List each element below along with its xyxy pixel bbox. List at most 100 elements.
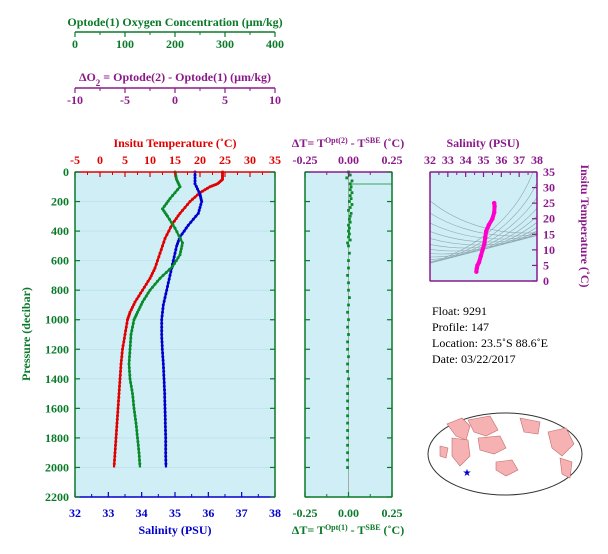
delta-t-bottom-axis: -0.25 0.00 0.25: [293, 492, 403, 520]
temperature-profile-point: [193, 195, 197, 199]
oxygen-profile-point: [166, 214, 169, 218]
ts-temperature-axis-tick-label: 0: [543, 274, 549, 288]
salinity-profile-point: [164, 462, 168, 466]
temperature-profile-point: [172, 219, 176, 223]
delta-t-point: [349, 185, 353, 189]
temperature-profile-point: [142, 285, 146, 289]
delta-o2-axis-tick-label: 5: [222, 93, 228, 107]
salinity-profile-point: [197, 190, 201, 194]
temperature-profile-point: [191, 197, 194, 201]
delta-t-point: [346, 429, 349, 432]
temperature-profile-point: [146, 279, 150, 283]
oxygen-profile-point: [181, 241, 184, 245]
delta-t-top-axis-tick-label: 0.25: [382, 153, 403, 167]
salinity-profile-point: [161, 362, 165, 366]
temperature-axis-tick-label: 10: [144, 153, 156, 167]
salinity-profile-point: [174, 248, 178, 252]
delta-t-point: [347, 333, 350, 336]
salinity-profile-point: [194, 214, 198, 218]
ts-temperature-axis-tick-label: 25: [543, 196, 555, 210]
salinity-profile-point: [162, 377, 166, 381]
pressure-axis-tick-label: 1400: [45, 372, 69, 386]
ts-point: [483, 235, 488, 240]
temperature-axis-tick-label: 25: [219, 153, 231, 167]
pressure-axis-tick-label: 0: [63, 165, 69, 179]
delta-t-point: [348, 188, 352, 192]
temperature-profile-point: [116, 406, 120, 410]
delta-t-point: [346, 443, 349, 447]
oxygen-profile-point: [134, 417, 137, 421]
map-land: [559, 457, 573, 479]
temperature-profile-point: [139, 291, 143, 295]
temperature-profile-point: [137, 294, 141, 298]
oxygen-profile-point: [158, 276, 162, 280]
salinity-profile-point: [164, 458, 168, 462]
delta-t-point: [347, 303, 350, 307]
pressure-axis-tick-label: 2200: [45, 490, 69, 504]
salinity-axis-tick-label: 34: [136, 506, 148, 520]
pressure-axis-title: Pressure (decibar): [19, 287, 33, 381]
salinity-profile-point: [193, 179, 197, 183]
ts-temperature-axis-tick-label: 30: [543, 181, 555, 195]
delta-t-point: [348, 194, 352, 197]
oxygen-profile-point: [171, 265, 174, 268]
salinity-profile-point: [168, 273, 172, 277]
salinity-profile-point: [160, 329, 164, 333]
delta-t-point: [346, 451, 349, 455]
oxygen-profile-point: [166, 199, 170, 203]
temperature-profile-point: [118, 384, 121, 388]
oxygen-profile-point: [164, 271, 168, 274]
oxygen-profile-point: [139, 303, 143, 307]
salinity-profile-point: [163, 388, 166, 392]
temperature-profile-point: [121, 347, 124, 351]
oxygen-profile-point: [164, 202, 168, 206]
ts-point: [476, 260, 482, 265]
oxygen-profile-point: [131, 392, 134, 396]
delta-t-point: [346, 399, 349, 403]
delta-t-point: [347, 281, 350, 285]
pressure-axis: 0 200 400 600 800 1000 1200 1400 1600 1800 2000 220…: [45, 165, 80, 504]
ts-salinity-axis-tick-label: 37: [513, 153, 525, 167]
delta-o2-axis-tick-label: -5: [120, 93, 130, 107]
delta-t-point: [348, 173, 352, 177]
salinity-profile-point: [186, 223, 190, 227]
salinity-profile-point: [160, 321, 164, 325]
density-contour: [430, 233, 537, 249]
ts-point: [482, 241, 487, 246]
oxygen-profile-point: [132, 318, 136, 322]
salinity-profile-point: [163, 296, 167, 300]
oxygen-profile-point: [167, 268, 171, 271]
temperature-profile-point: [113, 454, 117, 458]
delta-t-point: [347, 259, 350, 262]
temperature-profile-point: [121, 344, 125, 348]
oxygen-axis-tick-label: 200: [166, 37, 184, 51]
oxygen-profile-point: [171, 194, 174, 198]
oxygen-profile-point: [128, 355, 131, 359]
salinity-profile-point: [162, 366, 165, 370]
salinity-profile-point: [189, 220, 193, 224]
oxygen-profile-point: [177, 234, 181, 237]
oxygen-profile-point: [137, 454, 141, 458]
temperature-profile-point: [115, 417, 119, 421]
temperature-profile-point: [119, 369, 122, 373]
oxygen-profile-point: [127, 358, 131, 362]
oxygen-profile-point: [137, 308, 141, 312]
salinity-profile-point: [180, 232, 184, 236]
salinity-profile-point: [164, 440, 168, 444]
profile-number-label: Profile: 147: [432, 320, 489, 334]
delta-o2-axis-tick-label: -10: [67, 93, 83, 107]
salinity-profile-point: [175, 244, 179, 248]
density-contour: [430, 234, 537, 246]
delta-t-point: [346, 274, 349, 277]
oxygen-profile-point: [134, 425, 138, 429]
temperature-profile-point: [151, 271, 154, 275]
salinity-profile-point: [163, 395, 167, 399]
salinity-profile-point: [161, 307, 165, 311]
ts-salinity-axis-tick-label: 34: [460, 153, 472, 167]
temperature-profile-point: [113, 451, 117, 455]
temperature-profile-point: [120, 351, 124, 355]
density-contour: [430, 231, 537, 243]
temperature-profile-point: [114, 432, 118, 436]
temperature-profile-point: [206, 186, 209, 190]
salinity-profile-point: [160, 333, 164, 336]
